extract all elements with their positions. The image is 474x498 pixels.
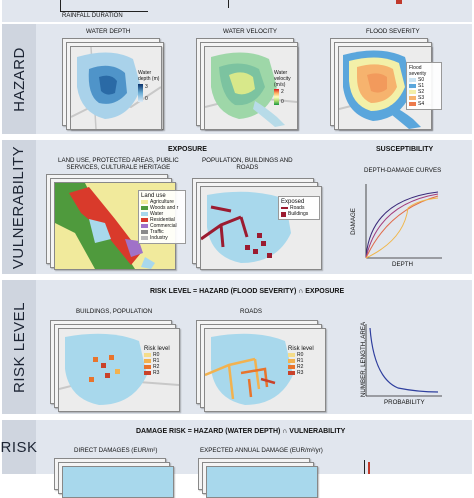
landuse-swatch-traffic (141, 230, 148, 234)
susceptibility-heading: SUSCEPTIBILITY (376, 146, 434, 153)
probability-y-label: NUMBER, LENGTH, AREA (360, 321, 368, 398)
exceedance-curve (369, 327, 439, 393)
risk-panel: RISK DAMAGE RISK = HAZARD (WATER DEPTH) … (1, 420, 472, 498)
water-velocity-map: Water velocity (m/s) 2 0 (196, 38, 300, 130)
severity-swatch-s2 (409, 90, 416, 94)
damage-risk-formula: DAMAGE RISK = HAZARD (WATER DEPTH) ∩ VUL… (136, 428, 346, 435)
severity-swatch-s4 (409, 102, 416, 106)
curve-2 (365, 193, 439, 259)
buildings-risk-raster (59, 329, 179, 411)
buildings-swatch (281, 211, 286, 217)
vulnerability-side-label: VULNERABILITY (2, 140, 36, 274)
buildings-population-title: BUILDINGS, POPULATION (76, 308, 153, 315)
risk-side-label: RISK (1, 420, 37, 474)
rainfall-duration-label: RAINFALL DURATION (62, 13, 123, 19)
land-use-legend: Land use Agriculture Woods and r Water R… (138, 190, 186, 244)
landuse-swatch-industry (141, 236, 148, 240)
roads-risk-legend: Risk level R0 R1 R2 R3 (288, 346, 314, 376)
vulnerability-panel: VULNERABILITY EXPOSURE SUSCEPTIBILITY LA… (2, 140, 472, 274)
water-velocity-raster (205, 47, 297, 129)
land-use-map: Land use Agriculture Woods and r Water R… (46, 174, 186, 270)
probability-x-label: PROBABILITY (384, 399, 425, 406)
top-strip-axis-x (60, 11, 148, 12)
annual-damage-map (198, 458, 318, 498)
risk-level-side-label: RISK LEVEL (2, 280, 36, 414)
expected-annual-damage-title: EXPECTED ANNUAL DAMAGE (EUR/m²/yr) (200, 447, 323, 454)
landuse-swatch-water (141, 212, 148, 216)
top-strip-red-mark (396, 0, 402, 4)
roads-title: ROADS (240, 308, 263, 315)
water-depth-raster (71, 47, 161, 129)
landuse-swatch-commercial (141, 224, 148, 228)
exposed-legend: Exposed Roads Buildings (278, 196, 320, 220)
water-depth-legend: Water depth (m) 3 0 (138, 70, 160, 102)
land-use-title: LAND USE, PROTECTED AREAS, PUBLIC SERVIC… (58, 157, 179, 171)
hazard-side-label: HAZARD (2, 24, 36, 134)
curve-1 (365, 191, 439, 259)
water-velocity-title: WATER VELOCITY (223, 28, 277, 35)
direct-damages-title: DIRECT DAMAGES (EUR/m²) (74, 447, 158, 454)
severity-swatch-s0 (409, 78, 416, 82)
exposed-map: Exposed Roads Buildings (192, 178, 332, 270)
flood-severity-legend: Flood severity S0 S1 S2 S3 S4 (406, 62, 442, 110)
landuse-swatch-residential (141, 218, 148, 222)
curves-x-label: DEPTH (392, 261, 413, 268)
risk-level-formula: RISK LEVEL = HAZARD (FLOOD SEVERITY) ∩ E… (150, 288, 345, 295)
water-depth-map: Water depth (m) 3 0 (62, 38, 164, 130)
exposure-heading: EXPOSURE (168, 146, 207, 153)
curves-y-label: DAMAGE (349, 208, 357, 235)
population-title: POPULATION, BUILDINGS AND ROADS (202, 157, 293, 171)
flood-severity-title: FLOOD SEVERITY (366, 28, 420, 35)
severity-swatch-s3 (409, 96, 416, 100)
top-strip (2, 0, 472, 22)
depth-damage-chart: DAMAGE DEPTH (348, 180, 444, 272)
buildings-risk-map: Risk level R0 R1 R2 R3 (50, 320, 190, 412)
risk-chart-mark (368, 462, 370, 474)
water-velocity-legend: Water velocity (m/s) 2 0 (274, 70, 291, 105)
curve-4 (365, 197, 439, 259)
water-depth-title: WATER DEPTH (86, 28, 131, 35)
risk-level-panel: RISK LEVEL RISK LEVEL = HAZARD (FLOOD SE… (2, 280, 472, 414)
water-depth-colorbar (138, 84, 143, 102)
roads-risk-raster (205, 329, 325, 411)
severity-swatch-s1 (409, 84, 416, 88)
top-strip-mark (228, 0, 229, 8)
risk-probability-chart: NUMBER, LENGTH, AREA PROBABILITY (348, 318, 444, 412)
direct-damages-map (54, 458, 174, 498)
depth-damage-curves-title: DEPTH-DAMAGE CURVES (364, 167, 442, 174)
risk-chart-axis (364, 460, 365, 474)
roads-risk-map: Risk level R0 R1 R2 R3 (196, 320, 336, 412)
flood-severity-map: Flood severity S0 S1 S2 S3 S4 (330, 38, 444, 130)
top-strip-axis (60, 0, 61, 12)
landuse-swatch-woods (141, 206, 148, 210)
water-velocity-colorbar (274, 89, 279, 105)
buildings-risk-legend: Risk level R0 R1 R2 R3 (144, 346, 170, 376)
roads-swatch (281, 207, 288, 209)
hazard-panel: HAZARD WATER DEPTH WATER VELOCITY FLOOD … (2, 24, 472, 134)
landuse-swatch-agriculture (141, 200, 148, 204)
